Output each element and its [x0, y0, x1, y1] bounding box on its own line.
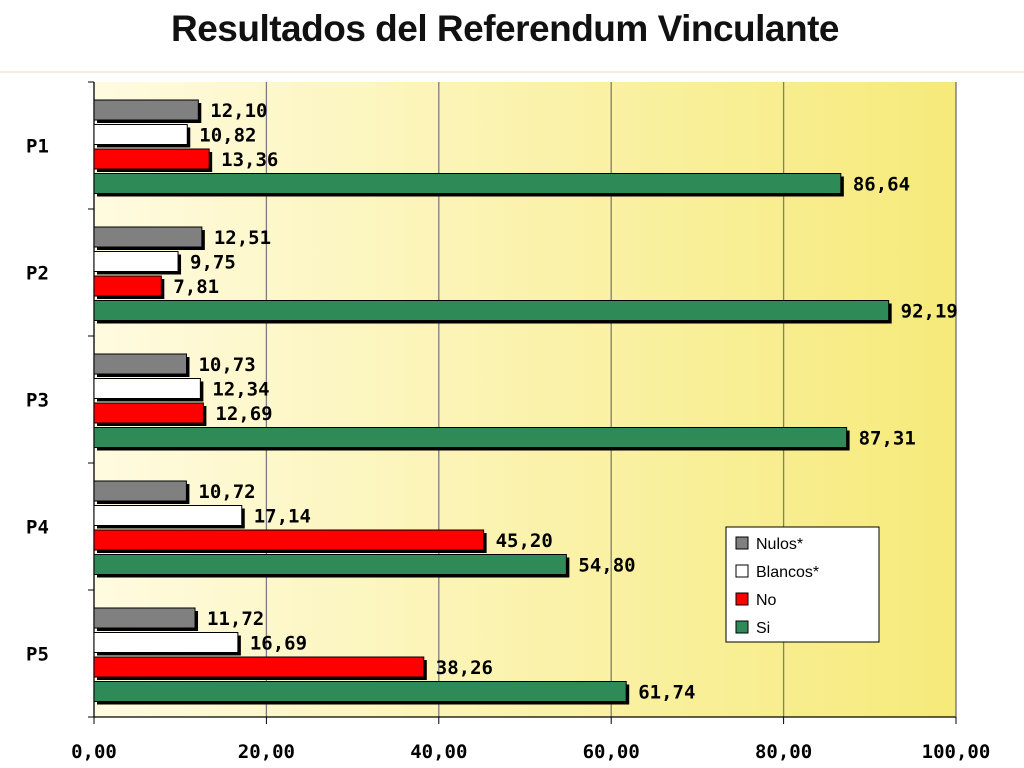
bar-blancos [93, 632, 239, 653]
data-label: 87,31 [859, 428, 916, 450]
data-label: 7,81 [173, 276, 219, 298]
x-tick-label: 60,00 [583, 741, 640, 763]
data-label: 38,26 [436, 657, 493, 679]
x-tick-label: 0,00 [71, 741, 117, 763]
legend-swatch [735, 620, 749, 634]
bar-no [93, 656, 425, 678]
category-labels: P1 P2 P3 P4 P5 [26, 136, 49, 666]
data-label: 12,10 [210, 100, 267, 122]
data-label: 12,51 [214, 227, 271, 249]
category-label: P2 [26, 263, 49, 285]
bar-si [93, 300, 890, 321]
bar-no [93, 529, 485, 551]
data-label: 54,80 [578, 555, 635, 577]
bar-blancos [93, 251, 179, 272]
data-label: 10,82 [199, 125, 256, 147]
bar-blancos [93, 124, 188, 145]
bar-nulos [93, 99, 199, 121]
x-tick-label: 40,00 [410, 741, 467, 763]
bars [93, 99, 892, 705]
data-label: 11,72 [207, 608, 264, 630]
x-tick-label: 100,00 [922, 741, 991, 763]
data-label: 16,69 [250, 633, 307, 655]
legend-label: Blancos* [756, 564, 819, 581]
legend: Nulos* Blancos* No Si [725, 526, 880, 643]
data-label: 10,73 [198, 354, 255, 376]
bar-si [93, 173, 842, 194]
x-tick-label: 80,00 [755, 741, 812, 763]
data-label: 9,75 [190, 252, 236, 274]
legend-label: No [756, 592, 777, 609]
category-label: P3 [26, 390, 49, 412]
category-label: P5 [26, 644, 49, 666]
bar-nulos [93, 480, 187, 502]
data-label: 61,74 [638, 682, 695, 704]
bar-no [93, 148, 210, 170]
legend-label: Nulos* [756, 536, 803, 553]
category-label: P1 [26, 136, 49, 158]
data-label: 12,69 [215, 403, 272, 425]
bar-nulos [93, 607, 196, 629]
legend-swatch [735, 592, 749, 606]
data-label: 45,20 [496, 530, 553, 552]
bar-nulos [93, 353, 187, 375]
data-label: 13,36 [221, 149, 278, 171]
bar-no [93, 402, 204, 424]
x-tick-labels: 0,00 20,00 40,00 60,00 80,00 100,00 [71, 741, 990, 763]
legend-label: Si [756, 620, 770, 637]
data-label: 86,64 [853, 174, 910, 196]
bar-blancos [93, 378, 201, 399]
bar-si [93, 681, 627, 702]
data-label: 12,34 [212, 379, 269, 401]
bar-si [93, 427, 848, 448]
data-label: 17,14 [254, 506, 311, 528]
page-title: Resultados del Referendum Vinculante [170, 8, 840, 49]
title-divider [0, 71, 1024, 73]
bar-si [93, 554, 567, 575]
x-tick-label: 20,00 [238, 741, 295, 763]
data-label: 10,72 [198, 481, 255, 503]
category-label: P4 [26, 517, 49, 539]
legend-box [725, 526, 880, 643]
bar-nulos [93, 226, 203, 248]
bar-blancos [93, 505, 243, 526]
data-label: 92,19 [901, 301, 958, 323]
legend-swatch [735, 564, 749, 578]
legend-swatch [735, 536, 749, 550]
bar-no [93, 275, 162, 297]
